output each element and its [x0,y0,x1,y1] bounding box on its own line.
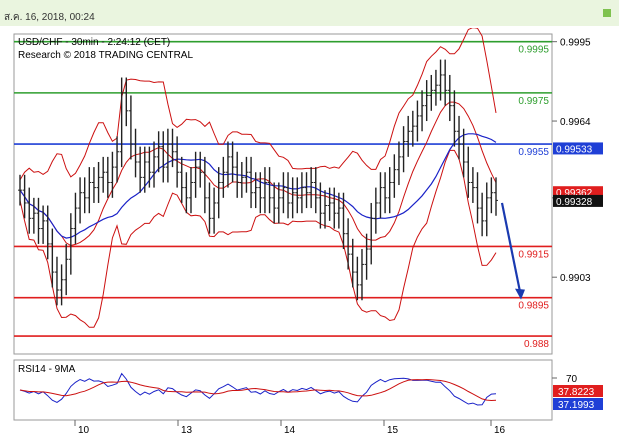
level-label: 0.9955 [518,147,549,158]
projection-arrowhead [515,288,525,300]
rsi-badge [553,398,603,410]
datetime-label: ส.ค. 16, 2018, 00:24 [4,12,95,23]
y-tick-label: 0.9903 [560,273,591,284]
top-bar: ส.ค. 16, 2018, 00:24 [0,0,619,26]
projection-arrow [500,202,522,292]
chart-title: USD/CHF - 30min - 2:24:12 (CET) [18,37,170,48]
price-badge-label: 0.99362 [556,188,593,199]
price-badge-label: 0.99533 [556,144,593,155]
price-badge [553,194,603,207]
level-label: 0.9915 [518,249,549,260]
rsi-panel-frame [13,359,553,421]
rsi-y-tick-label: 70 [566,374,578,385]
price-badge-label: 0.99328 [556,197,593,208]
rsi-label: RSI14 - 9MA [18,364,76,375]
upper-band-line [19,28,497,181]
rsi-ma-line [19,378,497,402]
level-label: 0.988 [524,339,549,350]
ma-fast-line [19,101,497,247]
level-label: 0.9975 [518,96,549,107]
rsi-badge-label: 37.1993 [558,400,595,411]
x-tick-label: 13 [181,425,193,436]
x-tick-label: 10 [78,425,90,436]
level-label: 0.9895 [518,301,549,312]
y-tick-label: 0.9995 [560,38,591,49]
rsi-badge-label: 37.8223 [558,387,595,398]
rsi-badge [553,385,603,397]
x-tick-label: 14 [284,425,296,436]
price-chart: 0.9995 0.9975 0.9955 0.9915 0.9895 0.988 0.99… [13,28,603,436]
x-tick-label: 15 [387,425,399,436]
ma-slow-line [19,133,497,239]
chart-subtitle: Research © 2018 TRADING CENTRAL [18,50,193,61]
level-label: 0.9995 [518,45,549,56]
y-tick-label: 0.9964 [560,117,591,128]
collapse-icon[interactable] [603,9,611,17]
x-tick-label: 16 [494,425,506,436]
rsi-line [19,372,497,406]
price-badge [553,142,603,155]
lower-band-line [19,149,497,328]
main-panel-frame [13,33,553,355]
